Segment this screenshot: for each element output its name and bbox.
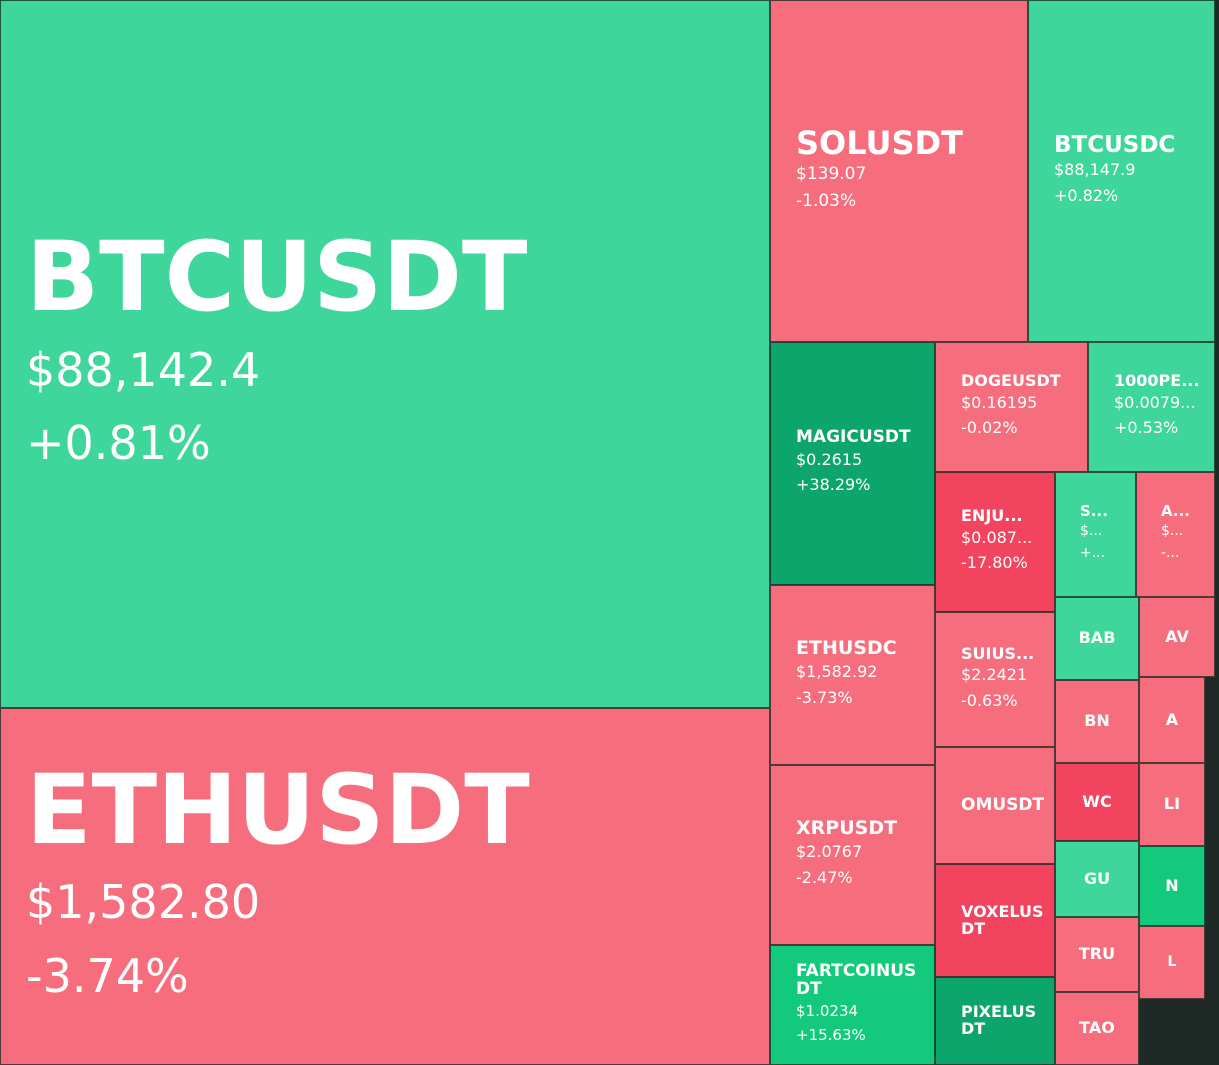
ticker-symbol: DOGEUSDT xyxy=(961,371,1061,390)
ticker-symbol: OMUSDT xyxy=(961,794,1045,815)
ticker-change: -3.74% xyxy=(26,948,189,1003)
ticker-change: +... xyxy=(1080,545,1106,562)
ticker-symbol: ETHUSDT xyxy=(26,753,530,866)
ticker-tile[interactable]: BN xyxy=(1055,680,1139,763)
ticker-symbol: GU xyxy=(1083,868,1111,888)
ticker-change: -0.63% xyxy=(961,690,1018,710)
ticker-symbol: BTCUSDT xyxy=(26,221,528,333)
ticker-change: +15.63% xyxy=(796,1025,866,1044)
ticker-price: $0.2615 xyxy=(796,449,863,469)
ticker-symbol: FARTCOINUSDT xyxy=(796,961,917,999)
ticker-price: $0.16195 xyxy=(961,392,1038,412)
ticker-change: -0.02% xyxy=(961,418,1018,438)
ticker-change: -3.73% xyxy=(796,687,853,707)
ticker-change: +0.53% xyxy=(1114,418,1179,438)
ticker-price: $2.2421 xyxy=(961,665,1028,685)
ticker-symbol: TRU xyxy=(1078,944,1116,964)
ticker-symbol: BN xyxy=(1084,711,1110,731)
ticker-symbol: SOLUSDT xyxy=(796,124,963,163)
ticker-price: $... xyxy=(1080,522,1103,539)
ticker-price: $1.0234 xyxy=(796,1001,859,1020)
ticker-change: -... xyxy=(1161,545,1180,562)
ticker-symbol: TAO xyxy=(1079,1018,1115,1038)
ticker-tile[interactable]: ENJU... $0.087... -17.80% xyxy=(935,472,1055,612)
ticker-tile[interactable]: OMUSDT xyxy=(935,747,1055,864)
ticker-change: +38.29% xyxy=(796,475,871,495)
ticker-price: $139.07 xyxy=(796,163,867,184)
ticker-tile[interactable]: LI xyxy=(1139,763,1205,846)
ticker-change: -2.47% xyxy=(796,867,853,887)
ticker-change: +0.81% xyxy=(26,416,211,471)
ticker-symbol: ETHUSDC xyxy=(796,637,897,660)
ticker-tile[interactable]: FARTCOINUSDT $1.0234 +15.63% xyxy=(770,945,935,1065)
ticker-tile[interactable]: L xyxy=(1139,926,1205,999)
ticker-symbol: A xyxy=(1165,709,1179,729)
ticker-tile[interactable]: MAGICUSDT $0.2615 +38.29% xyxy=(770,342,935,585)
ticker-tile[interactable]: PIXELUSDT xyxy=(935,977,1055,1065)
ticker-price: $0.087... xyxy=(961,527,1033,547)
ticker-tile[interactable]: TRU xyxy=(1055,917,1139,992)
ticker-price: $1,582.92 xyxy=(796,662,878,682)
ticker-tile[interactable]: SOLUSDT $139.07 -1.03% xyxy=(770,0,1028,342)
ticker-symbol: ENJU... xyxy=(961,506,1023,525)
ticker-tile[interactable]: BTCUSDT $88,142.4 +0.81% xyxy=(0,0,770,708)
ticker-symbol: L xyxy=(1167,954,1177,971)
ticker-tile[interactable]: A... $... -... xyxy=(1136,472,1215,597)
ticker-symbol: BAB xyxy=(1078,628,1116,648)
ticker-tile[interactable]: GU xyxy=(1055,841,1139,917)
ticker-tile[interactable]: DOGEUSDT $0.16195 -0.02% xyxy=(935,342,1088,472)
ticker-change: -1.03% xyxy=(796,190,857,211)
ticker-tile[interactable]: ETHUSDT $1,582.80 -3.74% xyxy=(0,708,770,1065)
ticker-tile[interactable]: AV xyxy=(1139,597,1215,677)
ticker-symbol: AV xyxy=(1165,626,1189,646)
ticker-price: $0.0079... xyxy=(1114,392,1196,412)
ticker-symbol: 1000PE... xyxy=(1114,371,1200,390)
ticker-symbol: SUIUS... xyxy=(961,643,1035,663)
ticker-symbol: WC xyxy=(1082,791,1112,811)
ticker-tile[interactable]: N xyxy=(1139,846,1205,926)
ticker-symbol: A... xyxy=(1161,502,1190,521)
ticker-tile[interactable]: 1000PE... $0.0079... +0.53% xyxy=(1088,342,1215,472)
ticker-symbol: MAGICUSDT xyxy=(796,426,911,447)
ticker-price: $88,147.9 xyxy=(1054,160,1136,180)
ticker-tile[interactable]: SUIUS... $2.2421 -0.63% xyxy=(935,612,1055,747)
ticker-tile[interactable]: ETHUSDC $1,582.92 -3.73% xyxy=(770,585,935,765)
ticker-tile[interactable]: S... $... +... xyxy=(1055,472,1136,597)
ticker-tile[interactable]: A xyxy=(1139,677,1205,763)
ticker-price: $1,582.80 xyxy=(26,875,261,930)
ticker-tile[interactable]: VOXELUSDT xyxy=(935,864,1055,977)
ticker-symbol: XRPUSDT xyxy=(796,817,898,840)
ticker-price: $88,142.4 xyxy=(26,342,261,397)
ticker-tile[interactable]: BTCUSDC $88,147.9 +0.82% xyxy=(1028,0,1215,342)
ticker-tile[interactable]: BAB xyxy=(1055,597,1139,680)
ticker-symbol: LI xyxy=(1163,794,1181,814)
ticker-change: -17.80% xyxy=(961,553,1028,573)
ticker-tile[interactable]: TAO xyxy=(1055,992,1139,1065)
ticker-symbol: S... xyxy=(1080,502,1108,521)
ticker-change: +0.82% xyxy=(1054,186,1119,206)
ticker-price: $2.0767 xyxy=(796,842,863,862)
ticker-symbol: N xyxy=(1165,875,1179,895)
ticker-tile[interactable]: XRPUSDT $2.0767 -2.47% xyxy=(770,765,935,945)
ticker-symbol: PIXELUSDT xyxy=(961,1002,1037,1038)
ticker-price: $... xyxy=(1161,522,1184,539)
ticker-tile[interactable]: WC xyxy=(1055,763,1139,841)
ticker-symbol: BTCUSDC xyxy=(1054,132,1176,159)
ticker-symbol: VOXELUSDT xyxy=(961,901,1044,938)
